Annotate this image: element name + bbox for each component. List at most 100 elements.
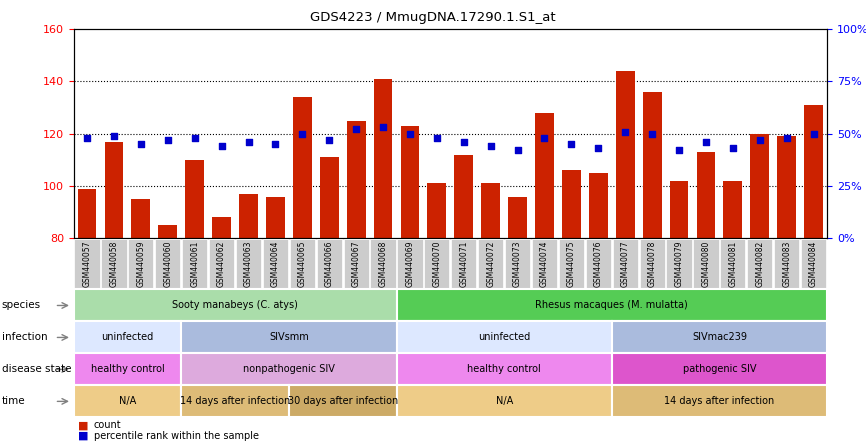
Text: GSM440067: GSM440067 xyxy=(352,241,360,287)
Bar xyxy=(696,152,715,238)
Point xyxy=(188,134,202,141)
Bar xyxy=(750,134,769,238)
Point xyxy=(349,126,363,133)
Point xyxy=(376,124,390,131)
Bar xyxy=(320,157,339,238)
Text: Rhesus macaques (M. mulatta): Rhesus macaques (M. mulatta) xyxy=(535,301,688,310)
Text: GSM440082: GSM440082 xyxy=(755,241,765,287)
Text: GSM440063: GSM440063 xyxy=(244,241,253,287)
Text: GSM440071: GSM440071 xyxy=(459,241,469,287)
Point xyxy=(322,136,336,143)
Bar xyxy=(535,113,554,238)
Point xyxy=(565,141,578,148)
Point xyxy=(403,130,417,137)
Text: infection: infection xyxy=(2,333,48,342)
Text: GSM440062: GSM440062 xyxy=(217,241,226,287)
Bar xyxy=(212,218,231,238)
Text: nonpathogenic SIV: nonpathogenic SIV xyxy=(243,365,335,374)
Bar xyxy=(616,71,635,238)
Bar xyxy=(778,136,796,238)
Text: GSM440076: GSM440076 xyxy=(594,241,603,287)
Point xyxy=(242,139,255,146)
Text: species: species xyxy=(2,301,41,310)
Bar xyxy=(158,226,178,238)
Bar xyxy=(346,120,365,238)
Text: count: count xyxy=(94,420,121,430)
Text: GSM440064: GSM440064 xyxy=(271,241,280,287)
Text: GSM440065: GSM440065 xyxy=(298,241,307,287)
Point xyxy=(538,134,552,141)
Point xyxy=(134,141,148,148)
Text: GSM440084: GSM440084 xyxy=(809,241,818,287)
Text: 30 days after infection: 30 days after infection xyxy=(288,396,397,406)
Point xyxy=(81,134,94,141)
Text: N/A: N/A xyxy=(495,396,513,406)
Text: 14 days after infection: 14 days after infection xyxy=(664,396,774,406)
Text: SIVsmm: SIVsmm xyxy=(269,333,309,342)
Point xyxy=(457,139,471,146)
Bar xyxy=(185,160,204,238)
Bar xyxy=(78,189,96,238)
Point xyxy=(618,128,632,135)
Point xyxy=(215,143,229,150)
Point xyxy=(806,130,820,137)
Point xyxy=(484,143,498,150)
Text: Sooty manabeys (C. atys): Sooty manabeys (C. atys) xyxy=(172,301,298,310)
Text: GSM440081: GSM440081 xyxy=(728,241,737,287)
Text: GSM440078: GSM440078 xyxy=(648,241,656,287)
Point xyxy=(753,136,766,143)
Text: GSM440068: GSM440068 xyxy=(378,241,388,287)
Text: GSM440061: GSM440061 xyxy=(191,241,199,287)
Text: GSM440070: GSM440070 xyxy=(432,241,442,287)
Bar xyxy=(723,181,742,238)
Point xyxy=(779,134,793,141)
Text: percentile rank within the sample: percentile rank within the sample xyxy=(94,431,259,441)
Point xyxy=(672,147,686,154)
Bar xyxy=(589,173,608,238)
Text: GSM440069: GSM440069 xyxy=(405,241,415,287)
Text: ■: ■ xyxy=(78,420,88,430)
Bar xyxy=(266,197,285,238)
Text: 14 days after infection: 14 days after infection xyxy=(180,396,290,406)
Point xyxy=(268,141,282,148)
Text: GSM440066: GSM440066 xyxy=(325,241,333,287)
Point xyxy=(645,130,659,137)
Text: GSM440083: GSM440083 xyxy=(782,241,792,287)
Point xyxy=(699,139,713,146)
Text: uninfected: uninfected xyxy=(478,333,530,342)
Bar xyxy=(105,142,123,238)
Text: GSM440060: GSM440060 xyxy=(164,241,172,287)
Text: pathogenic SIV: pathogenic SIV xyxy=(682,365,756,374)
Text: SIVmac239: SIVmac239 xyxy=(692,333,746,342)
Point xyxy=(726,145,740,152)
Text: GSM440073: GSM440073 xyxy=(513,241,522,287)
Text: time: time xyxy=(2,396,25,406)
Bar xyxy=(132,199,151,238)
Text: uninfected: uninfected xyxy=(101,333,153,342)
Bar xyxy=(481,183,500,238)
Text: GSM440077: GSM440077 xyxy=(621,241,630,287)
Text: GSM440074: GSM440074 xyxy=(540,241,549,287)
Text: N/A: N/A xyxy=(119,396,136,406)
Text: GSM440079: GSM440079 xyxy=(675,241,683,287)
Text: healthy control: healthy control xyxy=(91,365,165,374)
Bar xyxy=(669,181,688,238)
Point xyxy=(295,130,309,137)
Text: GSM440057: GSM440057 xyxy=(82,241,92,287)
Bar xyxy=(401,126,419,238)
Bar xyxy=(239,194,258,238)
Text: GSM440075: GSM440075 xyxy=(567,241,576,287)
Bar xyxy=(293,97,312,238)
Bar xyxy=(373,79,392,238)
Point xyxy=(107,132,121,139)
Point xyxy=(161,136,175,143)
Text: GSM440059: GSM440059 xyxy=(136,241,145,287)
Bar xyxy=(455,155,473,238)
Point xyxy=(591,145,605,152)
Bar xyxy=(643,92,662,238)
Text: GDS4223 / MmugDNA.17290.1.S1_at: GDS4223 / MmugDNA.17290.1.S1_at xyxy=(310,11,556,24)
Text: disease state: disease state xyxy=(2,365,71,374)
Text: GSM440058: GSM440058 xyxy=(109,241,119,287)
Text: ■: ■ xyxy=(78,431,88,441)
Text: GSM440072: GSM440072 xyxy=(486,241,495,287)
